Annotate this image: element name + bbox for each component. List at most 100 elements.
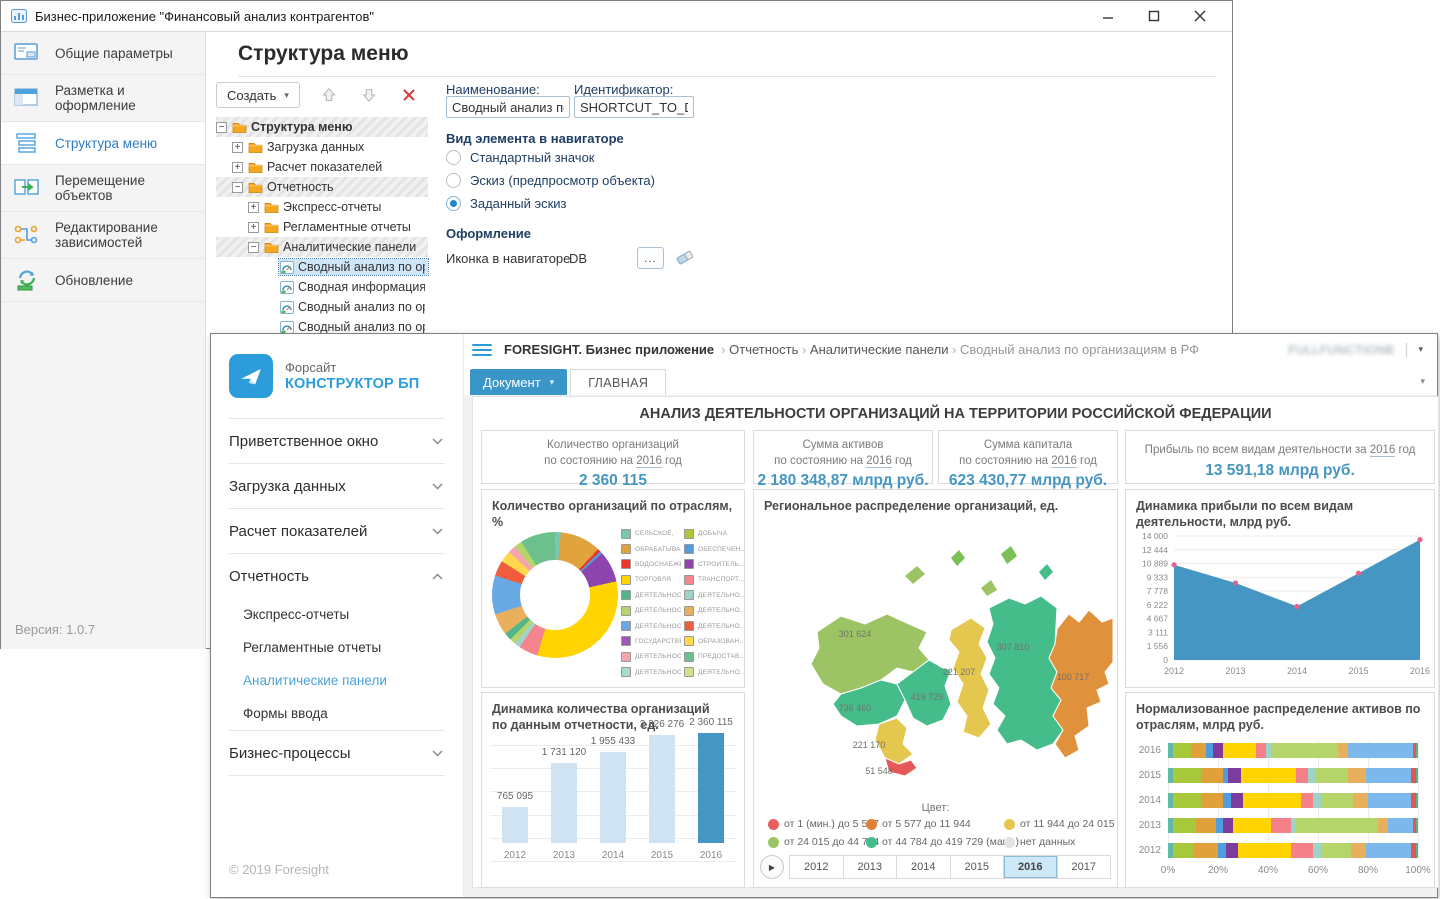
tree-node-content[interactable]: Сводный анализ по орган [278,258,429,276]
bar-2014[interactable] [600,752,626,843]
app-menu-group-3[interactable]: Отчетность [211,554,463,598]
stack-segment[interactable] [1338,743,1348,758]
breadcrumb-root[interactable]: FORESIGHT. Бизнес приложение [504,342,715,357]
radio-option-1[interactable]: Эскиз (предпросмотр объекта) [446,173,655,188]
expand-icon[interactable]: + [248,201,259,213]
stack-segment[interactable] [1193,843,1218,858]
stack-segment[interactable] [1223,743,1256,758]
stack-segment[interactable] [1240,768,1296,783]
donut-legend-item-12[interactable]: СТРОИТЕЛЬ... [684,559,744,570]
data-point-2015[interactable] [1355,570,1362,576]
donut-legend-item-9[interactable]: ДЕЯТЕЛЬНОСТЬ [621,667,681,678]
stack-segment[interactable] [1190,743,1206,758]
breadcrumb-item-0[interactable]: Отчетность [729,342,799,357]
sidebar-item-3[interactable]: Перемещение объектов [1,165,205,212]
donut-legend-item-7[interactable]: ГОСУДАРСТВЕН... [621,636,681,647]
collapse-icon[interactable]: − [216,121,227,133]
stack-segment[interactable] [1200,793,1223,808]
tree-row-5[interactable]: + Регламентные отчеты [216,217,428,237]
stack-segment[interactable] [1238,843,1291,858]
stack-segment[interactable] [1315,768,1348,783]
create-button[interactable]: Создать ▾ [216,82,300,108]
eraser-icon[interactable] [674,247,696,267]
move-up-button[interactable] [318,84,340,106]
stack-segment[interactable] [1290,843,1313,858]
stack-segment[interactable] [1223,768,1228,783]
play-button[interactable]: ▶ [760,855,784,879]
sidebar-item-5[interactable]: Обновление [1,259,205,302]
year-parameter[interactable]: 2016 [1051,454,1077,468]
stack-segment[interactable] [1173,793,1201,808]
data-point-2013[interactable] [1232,580,1239,586]
stack-segment[interactable] [1218,843,1226,858]
app-menu-item-3-1[interactable]: Регламентные отчеты [243,640,382,655]
tree-row-6[interactable]: − Аналитические панели [216,237,428,257]
bar-2016[interactable] [698,733,724,843]
app-menu-group-4[interactable]: Бизнес-процессы [211,731,463,775]
app-menu-item-3-2[interactable]: Аналитические панели [243,673,387,688]
donut-legend-item-4[interactable]: ДЕЯТЕЛЬНОСТЬ [621,590,681,601]
stack-segment[interactable] [1410,843,1416,858]
close-button[interactable] [1192,8,1208,24]
donut-legend-item-5[interactable]: ДЕЯТЕЛЬНОСТЬ [621,605,681,616]
stack-segment[interactable] [1290,818,1296,833]
stack-segment[interactable] [1200,768,1223,783]
stack-segment[interactable] [1320,843,1351,858]
stack-segment[interactable] [1225,843,1238,858]
stack-segment[interactable] [1308,768,1316,783]
sidebar-item-0[interactable]: Общие параметры [1,32,205,75]
breadcrumb-item-2[interactable]: Сводный анализ по организациям в РФ [960,342,1200,357]
donut-legend-item-8[interactable]: ДЕЯТЕЛЬНОСТЬ В [621,651,681,662]
stack-segment[interactable] [1168,843,1173,858]
tab-main[interactable]: ГЛАВНАЯ [570,369,667,395]
stack-segment[interactable] [1205,743,1213,758]
stack-segment[interactable] [1410,768,1416,783]
tree-node-content[interactable]: Экспресс-отчеты [263,199,428,215]
tree-row-2[interactable]: + Расчет показателей [216,157,428,177]
titlebar[interactable]: Бизнес-приложение "Финансовый анализ кон… [1,1,1232,32]
stack-segment[interactable] [1228,768,1241,783]
donut-legend-item-17[interactable]: ОБРАЗОВАН... [684,636,744,647]
tree-node-content[interactable]: Сводный анализ по орган [279,299,428,315]
stack-segment[interactable] [1365,768,1411,783]
maximize-button[interactable] [1146,8,1162,24]
stack-segment[interactable] [1265,743,1271,758]
stack-segment[interactable] [1348,743,1413,758]
tree-row-3[interactable]: − Отчетность [216,177,428,197]
donut-legend-item-1[interactable]: ОБРАБАТЫВАЮ... [621,544,681,555]
stack-segment[interactable] [1243,793,1301,808]
stack-segment[interactable] [1255,743,1266,758]
stack-segment[interactable] [1350,843,1366,858]
bar-2013[interactable] [551,763,577,843]
stack-segment[interactable] [1313,793,1321,808]
stack-segment[interactable] [1313,843,1321,858]
map-region-7[interactable] [1048,609,1114,759]
sidebar-item-4[interactable]: Редактирование зависимостей [1,212,205,259]
donut-legend-item-13[interactable]: ТРАНСПОРТ... [684,574,744,585]
donut-legend-item-15[interactable]: ДЕЯТЕЛЬНО... [684,605,744,616]
area-series[interactable] [1174,539,1420,660]
app-menu-item-3-0[interactable]: Экспресс-отчеты [243,607,350,622]
map-region-5[interactable] [948,617,992,739]
tree-node-content[interactable]: Расчет показателей [247,159,428,175]
stack-segment[interactable] [1415,818,1418,833]
delete-button[interactable] [398,84,420,106]
user-menu-chevron-icon[interactable]: ▾ [1418,344,1423,354]
stack-segment[interactable] [1173,818,1196,833]
donut-legend-item-3[interactable]: ТОРГОВЛЯ [621,574,681,585]
map-region-6[interactable] [986,595,1064,751]
tree-node-content[interactable]: Регламентные отчеты [263,219,428,235]
timeline-year-2015[interactable]: 2015 [950,856,1004,878]
stack-segment[interactable] [1300,793,1313,808]
radio-option-0[interactable]: Стандартный значок [446,150,595,165]
app-menu-group-2[interactable]: Расчет показателей [211,509,463,553]
donut-legend-item-10[interactable]: ДОБЫЧА [684,528,744,539]
stack-segment[interactable] [1295,768,1308,783]
stack-segment[interactable] [1320,793,1353,808]
stack-segment[interactable] [1415,793,1418,808]
year-parameter[interactable]: 2016 [1369,444,1396,457]
expand-icon[interactable]: + [232,161,243,173]
tree-row-9[interactable]: Сводный анализ по орган [216,297,428,317]
move-down-button[interactable] [358,84,380,106]
donut-legend-item-16[interactable]: ДЕЯТЕЛЬНО... [684,621,744,632]
